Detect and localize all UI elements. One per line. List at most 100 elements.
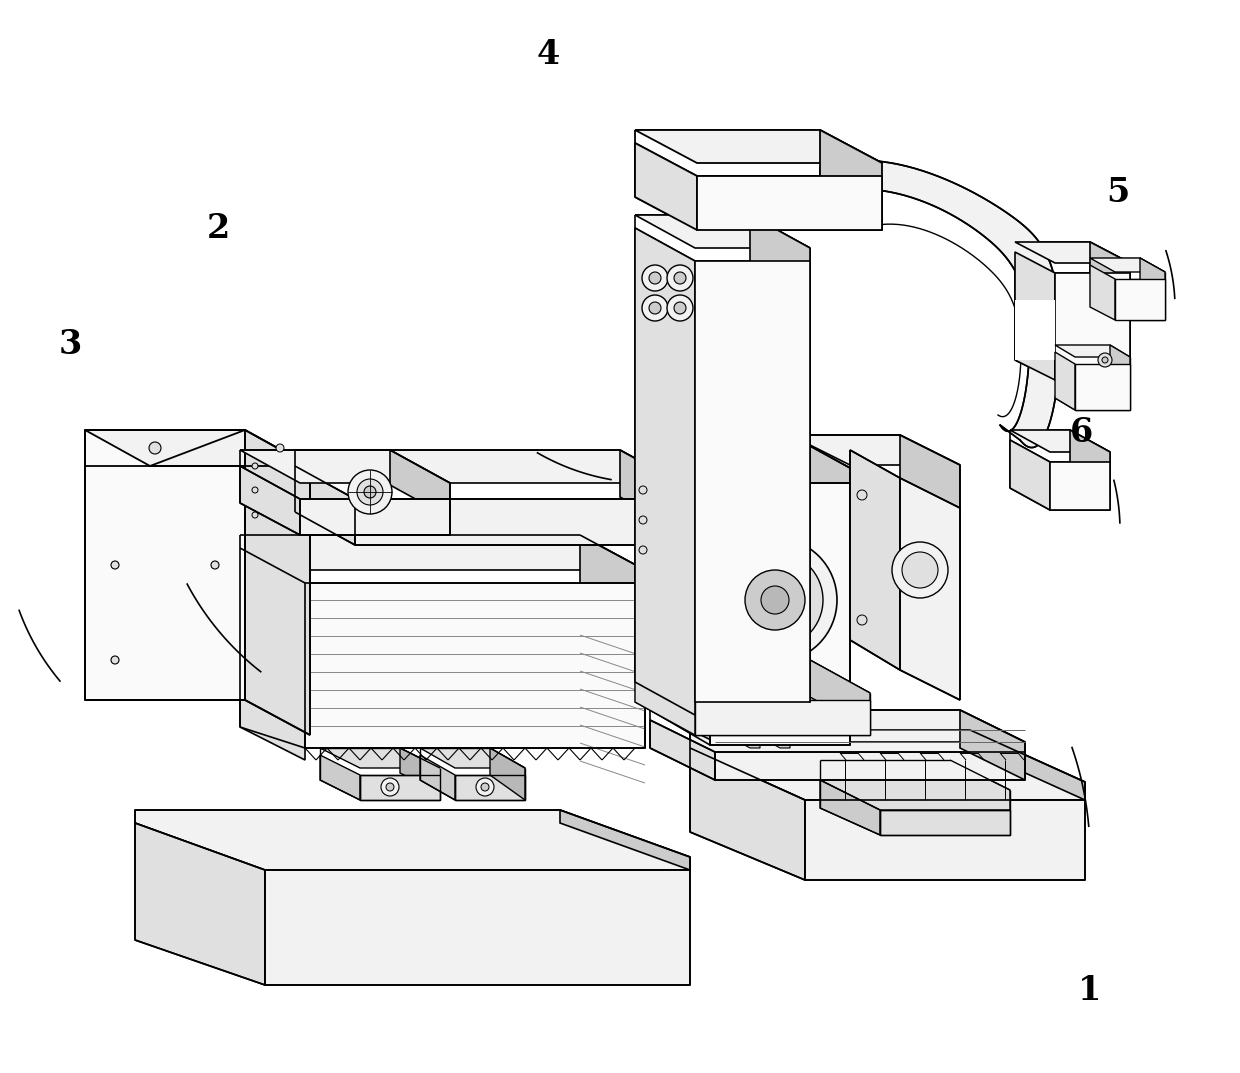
Text: 1: 1: [1079, 973, 1101, 1006]
Polygon shape: [1016, 300, 1055, 361]
Polygon shape: [295, 466, 355, 545]
Polygon shape: [320, 748, 440, 768]
Polygon shape: [635, 215, 810, 248]
Polygon shape: [715, 752, 1025, 780]
Polygon shape: [839, 753, 864, 760]
Polygon shape: [420, 748, 525, 768]
Polygon shape: [760, 730, 790, 748]
Circle shape: [1102, 357, 1109, 363]
Circle shape: [761, 586, 789, 614]
Circle shape: [665, 635, 675, 645]
Circle shape: [481, 783, 489, 791]
Polygon shape: [900, 435, 960, 660]
Polygon shape: [1090, 265, 1115, 320]
Polygon shape: [920, 753, 944, 760]
Circle shape: [661, 546, 670, 554]
Circle shape: [661, 486, 670, 494]
Circle shape: [661, 676, 670, 684]
Polygon shape: [420, 755, 455, 800]
Polygon shape: [360, 775, 440, 800]
Polygon shape: [241, 450, 450, 483]
Polygon shape: [1115, 279, 1166, 320]
Circle shape: [649, 271, 661, 284]
Circle shape: [348, 470, 392, 514]
Polygon shape: [750, 215, 810, 702]
Polygon shape: [295, 450, 680, 483]
Text: 3: 3: [58, 328, 82, 362]
Circle shape: [365, 486, 376, 498]
Polygon shape: [790, 435, 849, 745]
Circle shape: [252, 487, 258, 493]
Polygon shape: [1070, 430, 1110, 500]
Polygon shape: [455, 775, 525, 800]
Circle shape: [857, 490, 867, 500]
Polygon shape: [1090, 258, 1166, 271]
Polygon shape: [650, 435, 849, 468]
Circle shape: [661, 576, 670, 584]
Polygon shape: [697, 176, 882, 230]
Text: 4: 4: [537, 39, 559, 72]
Circle shape: [649, 302, 661, 314]
Circle shape: [639, 516, 647, 524]
Polygon shape: [391, 450, 450, 518]
Polygon shape: [880, 810, 1011, 835]
Polygon shape: [1016, 242, 1130, 263]
Polygon shape: [1140, 258, 1166, 315]
Circle shape: [892, 542, 949, 598]
Circle shape: [665, 675, 675, 685]
Polygon shape: [355, 499, 680, 545]
Circle shape: [211, 561, 219, 569]
Polygon shape: [1055, 273, 1130, 380]
Polygon shape: [1050, 462, 1110, 510]
Polygon shape: [320, 755, 360, 800]
Polygon shape: [580, 535, 645, 748]
Polygon shape: [820, 780, 880, 835]
Circle shape: [661, 516, 670, 524]
Polygon shape: [1016, 252, 1055, 380]
Polygon shape: [820, 160, 1060, 447]
Polygon shape: [790, 435, 960, 465]
Circle shape: [667, 295, 693, 321]
Circle shape: [277, 444, 284, 452]
Polygon shape: [241, 535, 645, 570]
Polygon shape: [1075, 364, 1130, 410]
Polygon shape: [849, 450, 900, 670]
Circle shape: [901, 552, 937, 588]
Polygon shape: [135, 823, 265, 985]
Polygon shape: [694, 261, 810, 702]
Circle shape: [713, 538, 837, 662]
Circle shape: [745, 570, 805, 630]
Circle shape: [386, 783, 394, 791]
Circle shape: [1097, 353, 1112, 367]
Polygon shape: [635, 227, 694, 715]
Polygon shape: [300, 499, 450, 535]
Circle shape: [639, 486, 647, 494]
Polygon shape: [86, 430, 246, 700]
Polygon shape: [960, 710, 1025, 780]
Circle shape: [381, 778, 399, 796]
Polygon shape: [86, 430, 310, 466]
Circle shape: [476, 778, 494, 796]
Polygon shape: [960, 753, 985, 760]
Circle shape: [661, 606, 670, 614]
Polygon shape: [635, 660, 870, 693]
Polygon shape: [1055, 346, 1130, 357]
Polygon shape: [1055, 352, 1075, 410]
Polygon shape: [135, 810, 689, 870]
Circle shape: [675, 302, 686, 314]
Polygon shape: [711, 483, 849, 745]
Polygon shape: [241, 548, 305, 760]
Circle shape: [112, 561, 119, 569]
Polygon shape: [401, 748, 440, 793]
Circle shape: [112, 656, 119, 664]
Polygon shape: [730, 730, 760, 748]
Circle shape: [667, 265, 693, 291]
Polygon shape: [246, 430, 310, 735]
Circle shape: [642, 265, 668, 291]
Polygon shape: [880, 753, 904, 760]
Polygon shape: [970, 730, 1085, 800]
Polygon shape: [635, 143, 697, 230]
Polygon shape: [900, 477, 960, 700]
Polygon shape: [265, 870, 689, 985]
Polygon shape: [820, 130, 882, 230]
